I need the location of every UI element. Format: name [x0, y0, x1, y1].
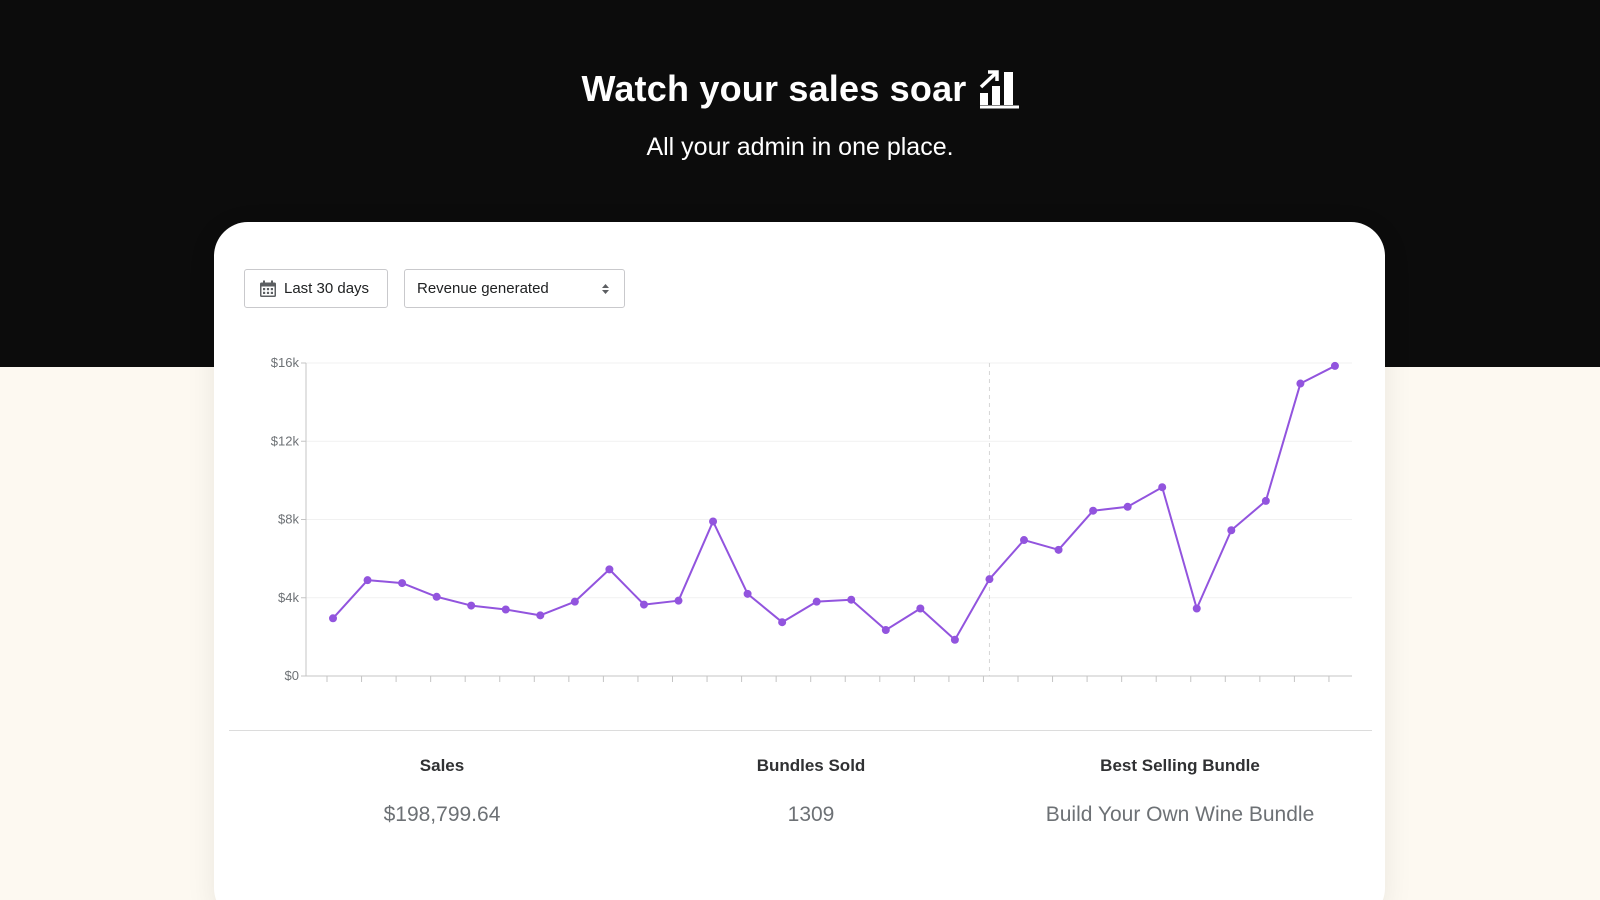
card-divider: [229, 730, 1372, 731]
data-point: [1089, 506, 1098, 515]
data-point: [605, 565, 614, 574]
data-point: [570, 597, 579, 606]
data-point: [501, 605, 510, 614]
y-tick-label: $8k: [278, 512, 299, 527]
data-point: [1330, 361, 1339, 370]
data-point: [363, 576, 372, 585]
analytics-card: Last 30 days Revenue generated $0 $4k $8k $…: [214, 222, 1385, 900]
data-point: [1054, 545, 1063, 554]
data-point: [1158, 483, 1167, 492]
data-point: [1296, 379, 1305, 388]
data-point: [467, 601, 476, 610]
metric-select-value: Revenue generated: [417, 280, 549, 297]
bar-chart-trend-icon: [979, 70, 1019, 109]
data-point: [881, 626, 890, 635]
data-point: [1192, 604, 1201, 613]
y-tick-label: $12k: [271, 433, 300, 448]
stat-best-selling-bundle: Best Selling Bundle Build Your Own Wine …: [995, 756, 1365, 827]
data-point: [812, 597, 821, 606]
data-point: [1261, 496, 1270, 505]
stat-value: $198,799.64: [383, 803, 501, 826]
data-point: [847, 595, 856, 604]
data-point: [950, 635, 959, 644]
data-point: [432, 592, 441, 601]
stat-label: Bundles Sold: [756, 756, 866, 775]
data-point: [778, 618, 787, 627]
stat-value: 1309: [787, 803, 835, 826]
data-point: [398, 579, 407, 588]
hero-subtitle: All your admin in one place.: [646, 133, 954, 161]
calendar-icon: [260, 280, 276, 297]
data-point: [639, 600, 648, 609]
stat-sales: Sales $198,799.64: [257, 756, 627, 827]
metric-select[interactable]: Revenue generated: [404, 269, 625, 308]
y-tick-label: $0: [285, 668, 299, 683]
data-point: [985, 575, 994, 584]
date-range-label: Last 30 days: [284, 280, 370, 297]
data-point: [1020, 536, 1028, 545]
data-point: [536, 611, 545, 620]
data-point: [329, 614, 337, 623]
stat-label: Best Selling Bundle: [1100, 756, 1260, 775]
data-point: [709, 517, 718, 526]
data-point: [1227, 526, 1236, 535]
data-point: [1123, 502, 1132, 511]
revenue-line-chart: $0 $4k $8k $12k $16k: [271, 355, 1352, 683]
data-point: [743, 589, 752, 598]
stat-bundles-sold: Bundles Sold 1309: [626, 756, 996, 827]
date-range-button[interactable]: Last 30 days: [244, 269, 388, 308]
select-arrows-icon: [602, 283, 609, 294]
stat-label: Sales: [419, 756, 465, 775]
data-point: [916, 604, 925, 613]
y-tick-label: $16k: [271, 355, 300, 370]
data-point: [674, 596, 683, 605]
revenue-series-line: [332, 365, 1336, 641]
hero-title: Watch your sales soar: [0, 68, 1600, 110]
hero-title-text: Watch your sales soar: [581, 68, 967, 109]
stat-value: Build Your Own Wine Bundle: [1045, 803, 1315, 826]
y-tick-label: $4k: [278, 590, 299, 605]
